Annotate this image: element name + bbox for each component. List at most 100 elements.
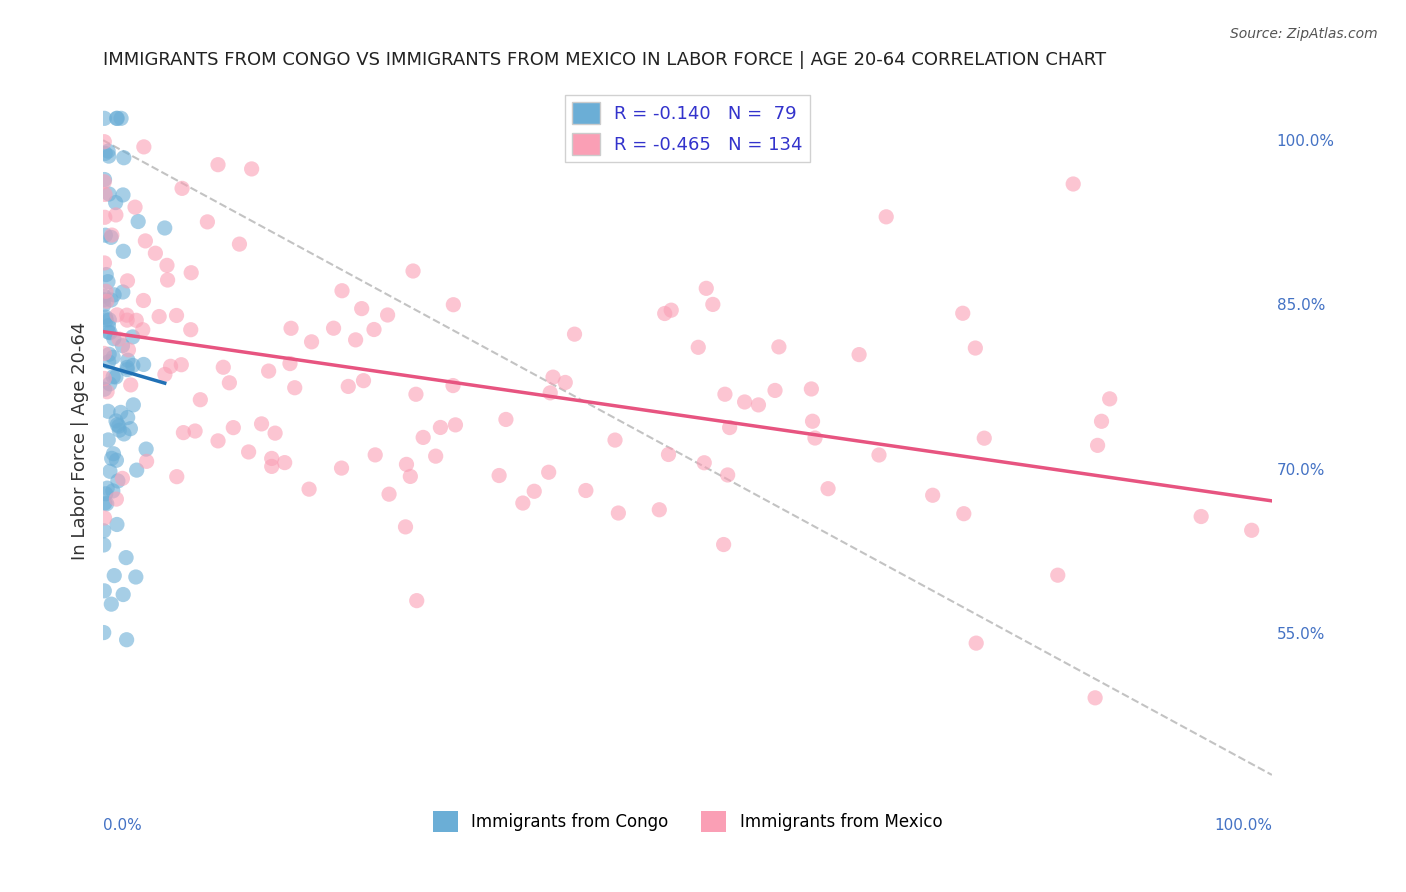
Point [121, 359, 143, 373]
Point [538, 385, 561, 400]
Point [98, 313, 121, 327]
Point [98, 376, 121, 391]
Point [260, 459, 283, 474]
Point [350, 301, 373, 316]
Point [117, 362, 139, 376]
Point [747, 398, 769, 412]
Point [111, 339, 134, 353]
Point [172, 425, 194, 440]
Point [768, 340, 790, 354]
Point [105, 492, 128, 507]
Point [156, 273, 179, 287]
Point [103, 332, 125, 346]
Point [1098, 392, 1121, 406]
Point [105, 112, 128, 126]
Point [1189, 509, 1212, 524]
Point [280, 321, 302, 335]
Legend: R = -0.140   N =  79, R = -0.465   N = 134: R = -0.140 N = 79, R = -0.465 N = 134 [565, 95, 810, 162]
Point [301, 334, 323, 349]
Point [110, 405, 132, 419]
Point [444, 417, 467, 432]
Point [166, 469, 188, 483]
Point [108, 423, 131, 437]
Point [94, 285, 117, 299]
Point [1090, 414, 1112, 428]
Point [135, 442, 157, 456]
Point [105, 417, 128, 432]
Point [512, 496, 534, 510]
Point [607, 506, 630, 520]
Point [120, 378, 142, 392]
Point [156, 258, 179, 272]
Point [153, 221, 176, 235]
Point [734, 395, 756, 409]
Point [564, 327, 586, 342]
Point [93, 172, 115, 186]
Point [717, 467, 740, 482]
Point [115, 308, 138, 322]
Point [278, 357, 301, 371]
Point [298, 482, 321, 496]
Point [97, 404, 120, 418]
Point [207, 434, 229, 448]
Point [111, 471, 134, 485]
Point [713, 537, 735, 551]
Point [101, 228, 124, 243]
Point [104, 195, 127, 210]
Point [405, 593, 427, 607]
Point [688, 340, 710, 354]
Point [125, 463, 148, 477]
Point [363, 322, 385, 336]
Point [523, 484, 546, 499]
Point [105, 453, 128, 467]
Point [702, 297, 724, 311]
Point [97, 325, 120, 339]
Point [115, 550, 138, 565]
Text: 0.0%: 0.0% [103, 818, 142, 833]
Point [97, 149, 120, 163]
Point [93, 112, 115, 126]
Point [425, 449, 447, 463]
Point [965, 636, 987, 650]
Point [100, 293, 122, 307]
Point [97, 318, 120, 333]
Point [134, 234, 156, 248]
Point [103, 288, 125, 302]
Point [98, 326, 121, 340]
Point [875, 210, 897, 224]
Point [207, 158, 229, 172]
Point [127, 214, 149, 228]
Point [603, 433, 626, 447]
Point [132, 293, 155, 308]
Point [973, 431, 995, 445]
Point [804, 431, 827, 445]
Point [96, 481, 118, 495]
Point [98, 187, 121, 202]
Point [330, 461, 353, 475]
Point [94, 228, 117, 243]
Point [921, 488, 943, 502]
Point [107, 474, 129, 488]
Point [117, 343, 139, 357]
Point [105, 308, 128, 322]
Point [124, 200, 146, 214]
Point [228, 237, 250, 252]
Point [654, 306, 676, 320]
Point [100, 597, 122, 611]
Point [93, 289, 115, 303]
Point [260, 451, 283, 466]
Point [364, 448, 387, 462]
Point [117, 410, 139, 425]
Point [108, 419, 131, 434]
Point [132, 140, 155, 154]
Point [1046, 568, 1069, 582]
Point [112, 426, 135, 441]
Point [94, 496, 117, 510]
Point [184, 424, 207, 438]
Point [657, 447, 679, 461]
Point [1240, 523, 1263, 537]
Point [554, 376, 576, 390]
Point [94, 310, 117, 325]
Point [395, 458, 418, 472]
Point [353, 374, 375, 388]
